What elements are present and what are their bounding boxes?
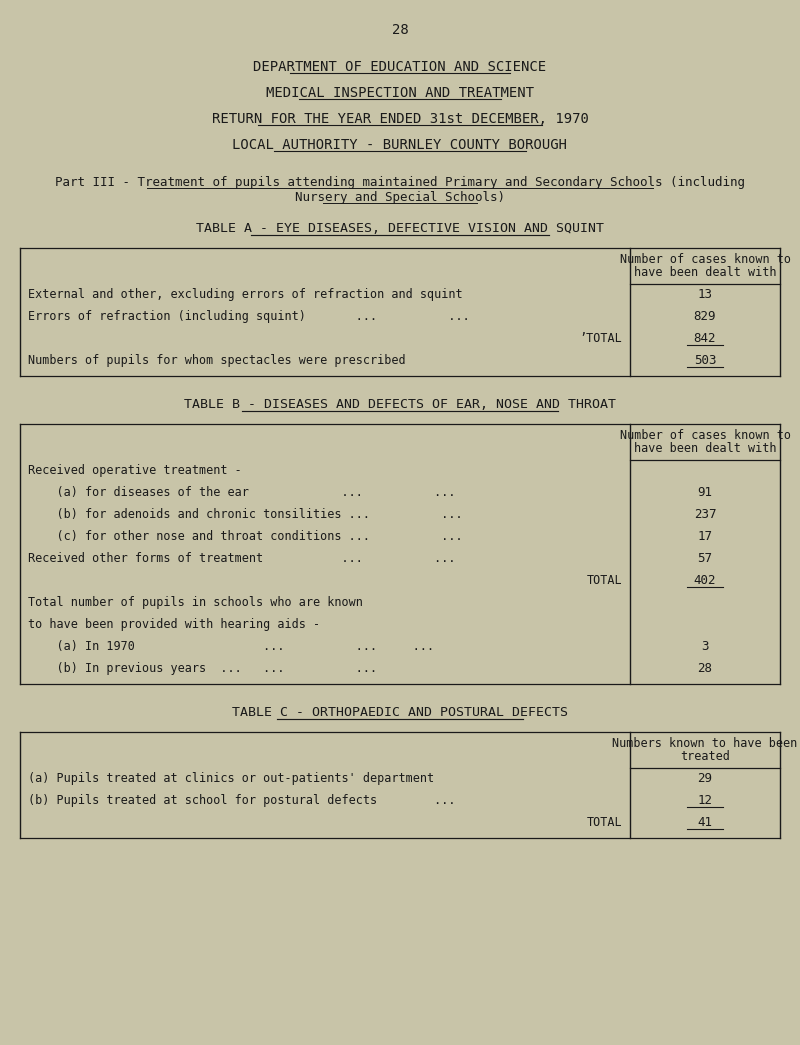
Text: (a) for diseases of the ear             ...          ...: (a) for diseases of the ear ... ... — [28, 486, 455, 500]
Text: MEDICAL INSPECTION AND TREATMENT: MEDICAL INSPECTION AND TREATMENT — [266, 86, 534, 100]
Text: 41: 41 — [698, 816, 713, 829]
Text: 28: 28 — [392, 23, 408, 37]
Text: 12: 12 — [698, 794, 713, 807]
Text: Numbers of pupils for whom spectacles were prescribed: Numbers of pupils for whom spectacles we… — [28, 354, 406, 367]
Text: 29: 29 — [698, 772, 713, 785]
Text: Part III - Treatment of pupils attending maintained Primary and Secondary School: Part III - Treatment of pupils attending… — [55, 176, 745, 189]
Text: 91: 91 — [698, 486, 713, 500]
Text: External and other, excluding errors of refraction and squint: External and other, excluding errors of … — [28, 288, 462, 301]
Text: LOCAL AUTHORITY - BURNLEY COUNTY BOROUGH: LOCAL AUTHORITY - BURNLEY COUNTY BOROUGH — [233, 138, 567, 152]
Text: Number of cases known to: Number of cases known to — [619, 253, 790, 266]
Text: TOTAL: TOTAL — [586, 816, 622, 829]
Text: 13: 13 — [698, 288, 713, 301]
Text: 503: 503 — [694, 354, 716, 367]
Text: TOTAL: TOTAL — [586, 574, 622, 587]
Text: TABLE C - ORTHOPAEDIC AND POSTURAL DEFECTS: TABLE C - ORTHOPAEDIC AND POSTURAL DEFEC… — [232, 706, 568, 719]
Text: (a) In 1970                  ...          ...     ...: (a) In 1970 ... ... ... — [28, 640, 434, 653]
Text: 3: 3 — [702, 640, 709, 653]
Text: Number of cases known to: Number of cases known to — [619, 429, 790, 442]
Text: Errors of refraction (including squint)       ...          ...: Errors of refraction (including squint) … — [28, 310, 470, 323]
Text: to have been provided with hearing aids -: to have been provided with hearing aids … — [28, 618, 320, 631]
Text: 842: 842 — [694, 332, 716, 345]
Text: TABLE A - EYE DISEASES, DEFECTIVE VISION AND SQUINT: TABLE A - EYE DISEASES, DEFECTIVE VISION… — [196, 222, 604, 235]
Text: (c) for other nose and throat conditions ...          ...: (c) for other nose and throat conditions… — [28, 530, 462, 543]
Text: (b) for adenoids and chronic tonsilities ...          ...: (b) for adenoids and chronic tonsilities… — [28, 508, 462, 521]
Text: (b) In previous years  ...   ...          ...: (b) In previous years ... ... ... — [28, 661, 377, 675]
Text: ’TOTAL: ’TOTAL — [579, 332, 622, 345]
Text: Numbers known to have been: Numbers known to have been — [612, 737, 798, 750]
Text: 17: 17 — [698, 530, 713, 543]
Text: have been dealt with: have been dealt with — [634, 266, 776, 279]
Text: TABLE B - DISEASES AND DEFECTS OF EAR, NOSE AND THROAT: TABLE B - DISEASES AND DEFECTS OF EAR, N… — [184, 398, 616, 411]
Text: 28: 28 — [698, 661, 713, 675]
Text: RETURN FOR THE YEAR ENDED 31st DECEMBER, 1970: RETURN FOR THE YEAR ENDED 31st DECEMBER,… — [211, 112, 589, 126]
Text: Received operative treatment -: Received operative treatment - — [28, 464, 242, 477]
Text: 237: 237 — [694, 508, 716, 521]
Text: Total number of pupils in schools who are known: Total number of pupils in schools who ar… — [28, 596, 363, 609]
Text: 57: 57 — [698, 552, 713, 565]
Text: Received other forms of treatment           ...          ...: Received other forms of treatment ... ..… — [28, 552, 455, 565]
Text: 829: 829 — [694, 310, 716, 323]
Text: Nursery and Special Schools): Nursery and Special Schools) — [295, 191, 505, 204]
Text: (b) Pupils treated at school for postural defects        ...: (b) Pupils treated at school for postura… — [28, 794, 455, 807]
Text: DEPARTMENT OF EDUCATION AND SCIENCE: DEPARTMENT OF EDUCATION AND SCIENCE — [254, 60, 546, 74]
Text: (a) Pupils treated at clinics or out-patients' department: (a) Pupils treated at clinics or out-pat… — [28, 772, 434, 785]
Text: treated: treated — [680, 750, 730, 763]
Text: 402: 402 — [694, 574, 716, 587]
Text: have been dealt with: have been dealt with — [634, 442, 776, 455]
